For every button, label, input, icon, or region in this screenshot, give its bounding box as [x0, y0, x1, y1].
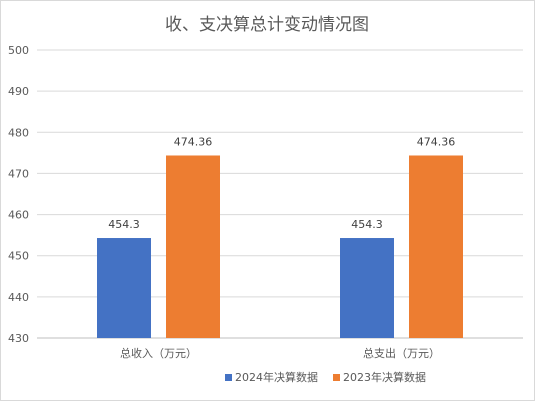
y-tick-label: 440: [8, 291, 29, 304]
bars: [97, 155, 463, 338]
bar: [409, 155, 463, 338]
legend-label: 2023年决算数据: [343, 370, 426, 384]
y-tick-label: 490: [8, 85, 29, 98]
y-tick-label: 430: [8, 332, 29, 345]
data-label: 474.36: [174, 135, 213, 148]
bar: [166, 155, 220, 338]
legend-swatch: [225, 374, 232, 381]
legend-label: 2024年决算数据: [235, 370, 318, 384]
y-tick-label: 460: [8, 209, 29, 222]
data-label: 454.3: [108, 218, 140, 231]
data-labels: 454.3 474.36 454.3 474.36: [108, 135, 455, 231]
x-tick-label: 总支出（万元）: [363, 346, 440, 360]
y-tick-label: 470: [8, 167, 29, 180]
y-tick-label: 450: [8, 250, 29, 263]
data-label: 454.3: [351, 218, 383, 231]
y-axis: 430 440 450 460 470 480 490 500: [8, 44, 29, 345]
legend: 2024年决算数据 2023年决算数据: [225, 370, 426, 384]
x-tick-label: 总收入（万元）: [120, 346, 197, 360]
y-tick-label: 480: [8, 126, 29, 139]
chart-title: 收、支决算总计变动情况图: [165, 15, 369, 35]
bar: [97, 238, 151, 338]
legend-swatch: [333, 374, 340, 381]
y-tick-label: 500: [8, 44, 29, 57]
data-label: 474.36: [417, 135, 456, 148]
bar: [340, 238, 394, 338]
x-axis: 总收入（万元） 总支出（万元）: [120, 346, 440, 360]
